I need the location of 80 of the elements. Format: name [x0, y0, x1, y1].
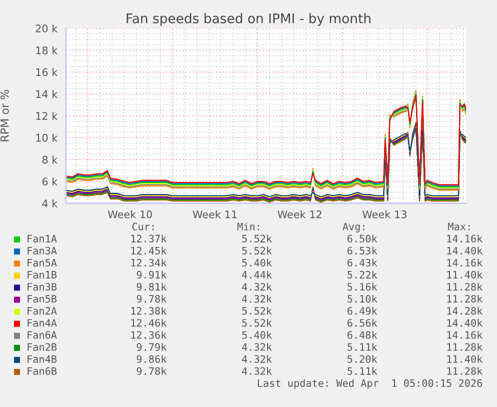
text: 12.38k — [131, 306, 167, 315]
text: 5.22k — [348, 270, 378, 279]
legend-label: Fan6B — [28, 367, 57, 375]
text: 5.52k — [242, 246, 272, 255]
text: 11.28k — [447, 367, 483, 375]
text: 9.78k — [136, 367, 167, 375]
text: 6.50k — [348, 234, 378, 242]
y-tick-label: 6 k — [42, 177, 58, 186]
text: 9.79k — [136, 342, 167, 351]
text: 5.16k — [348, 282, 378, 291]
text: Avg: — [342, 222, 364, 232]
x-tick-label: Week 11 — [192, 210, 237, 218]
text: 12.37k — [131, 234, 167, 242]
text: 12.46k — [131, 318, 167, 327]
legend-label: Fan2B — [28, 343, 57, 351]
text: 12.36k — [131, 330, 167, 339]
text: 12.34k — [131, 258, 167, 267]
text: 11.28k — [447, 342, 483, 351]
y-axis-title: RPM or % — [0, 90, 9, 142]
text: 5.52k — [242, 306, 272, 315]
text: 11.40k — [447, 355, 483, 363]
legend-label: Fan6A — [28, 331, 57, 339]
y-tick-label: 16 k — [36, 68, 58, 76]
text: 11.28k — [447, 282, 483, 291]
y-tick-label: 12 k — [36, 112, 58, 120]
y-tick-label: 20 k — [36, 24, 58, 32]
text: 4.44k — [242, 270, 272, 278]
text: 5.11k — [348, 342, 378, 351]
text: 6.53k — [348, 246, 378, 255]
text: 4.32k — [242, 355, 272, 363]
text: 14.16k — [447, 258, 483, 267]
y-tick-label: 8 k — [42, 156, 58, 164]
legend-label: Fan2A — [28, 307, 57, 315]
legend-label: Fan1B — [28, 271, 57, 279]
text: 14.40k — [447, 318, 483, 327]
text: Cur: — [132, 222, 154, 230]
text: 9.78k — [136, 294, 167, 303]
text: 5.52k — [242, 318, 272, 327]
y-tick-label: 4 k — [42, 199, 58, 208]
text: 9.91k — [136, 270, 167, 279]
text: 9.86k — [136, 355, 167, 363]
legend-label: Fan3A — [28, 246, 57, 255]
text: 5.40k — [242, 330, 272, 339]
text: 4.32k — [242, 294, 272, 303]
text: 6.43k — [348, 258, 378, 267]
text: 6.56k — [348, 318, 378, 327]
y-tick-label: 14 k — [36, 90, 58, 98]
text: 4.32k — [242, 342, 272, 351]
text: 6.49k — [348, 306, 378, 315]
text: 11.40k — [447, 270, 483, 279]
text: 5.20k — [348, 355, 378, 363]
text: 5.10k — [348, 294, 378, 303]
text: Min: — [237, 222, 260, 230]
text: Max: — [448, 222, 470, 230]
x-tick-label: Week 13 — [362, 210, 406, 218]
text: 5.52k — [242, 234, 272, 242]
y-tick-label: 10 k — [36, 134, 58, 142]
x-tick-label: Week 12 — [278, 210, 322, 218]
text: 4.32k — [242, 282, 272, 291]
legend-label: Fan1A — [28, 234, 57, 242]
text: 11.28k — [447, 294, 483, 303]
text: 14.16k — [447, 330, 483, 339]
text: 5.11k — [348, 367, 378, 375]
legend-label: Fan3B — [28, 282, 57, 291]
text: 5.40k — [242, 258, 272, 267]
text: 4.32k — [242, 367, 272, 375]
x-tick-label: Week 10 — [108, 210, 152, 218]
legend-label: Fan5B — [28, 295, 57, 303]
text: 14.28k — [447, 306, 483, 315]
text: 9.81k — [136, 282, 167, 291]
legend-label: Fan4B — [28, 355, 57, 363]
y-tick-label: 18 k — [36, 46, 58, 54]
text: 14.40k — [447, 246, 483, 255]
text: Last update: Wed Apr 1 05:00:15 2026 — [258, 379, 482, 389]
text: 12.45k — [131, 246, 167, 255]
text: 14.16k — [447, 234, 483, 242]
chart-title: Fan speeds based on IPMI - by month — [126, 13, 370, 26]
legend-label: Fan5A — [28, 259, 57, 267]
text: 6.48k — [348, 330, 378, 339]
legend-label: Fan4A — [28, 319, 57, 327]
